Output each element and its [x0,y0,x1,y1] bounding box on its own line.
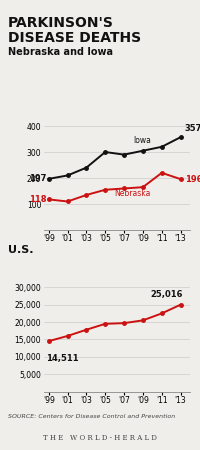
Text: U.S.: U.S. [8,245,34,255]
Text: 197: 197 [29,174,47,183]
Text: T H E   W O R L D - H E R A L D: T H E W O R L D - H E R A L D [43,434,157,442]
Text: Iowa: Iowa [133,136,151,145]
Text: 25,016: 25,016 [151,290,183,299]
Text: 196: 196 [185,175,200,184]
Text: PARKINSON'S: PARKINSON'S [8,16,114,30]
Text: SOURCE: Centers for Disease Control and Prevention: SOURCE: Centers for Disease Control and … [8,414,175,419]
Text: DISEASE DEATHS: DISEASE DEATHS [8,32,141,45]
Text: Nebraska: Nebraska [115,189,151,198]
Text: 118: 118 [29,195,47,204]
Text: 357: 357 [185,124,200,133]
Text: 14,511: 14,511 [46,354,79,363]
Text: Nebraska and Iowa: Nebraska and Iowa [8,47,113,57]
